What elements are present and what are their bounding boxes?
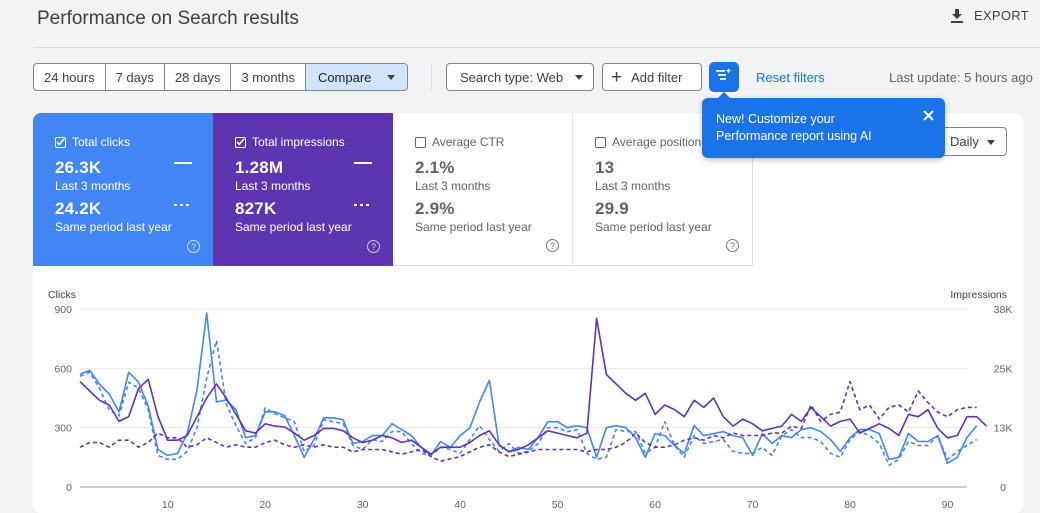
caret-down-icon bbox=[575, 75, 583, 80]
x-axis-tick-label: 90 bbox=[942, 499, 954, 511]
left-axis-tick-label: 600 bbox=[54, 363, 72, 375]
ai-feature-tooltip: New! Customize your Performance report u… bbox=[702, 92, 945, 158]
metric-label: Average position bbox=[612, 135, 702, 149]
toolbar-divider bbox=[431, 64, 432, 90]
solid-line-legend bbox=[354, 162, 372, 164]
date-range-selector: 24 hours 7 days 28 days 3 months Compare bbox=[33, 63, 409, 91]
metric-current-period: Last 3 months bbox=[235, 179, 311, 193]
metric-previous-value: 29.9 bbox=[595, 199, 629, 218]
tooltip-text: New! Customize your Performance report u… bbox=[716, 112, 872, 143]
help-icon[interactable]: ? bbox=[367, 240, 380, 253]
last-update-text: Last update: 5 hours ago bbox=[889, 70, 1033, 85]
plus-icon: + bbox=[611, 66, 623, 88]
granularity-dropdown[interactable]: Daily bbox=[940, 127, 1007, 156]
right-axis-tick-label: 25K bbox=[994, 363, 1013, 375]
metric-previous-value: 827K bbox=[235, 199, 277, 218]
right-axis-tick-label: 13K bbox=[994, 423, 1013, 435]
compare-dropdown[interactable]: Compare bbox=[305, 64, 408, 90]
help-icon[interactable]: ? bbox=[726, 239, 739, 252]
metric-current-value: 26.3K bbox=[55, 158, 102, 177]
x-axis-tick-label: 80 bbox=[844, 499, 856, 511]
x-axis-tick-label: 50 bbox=[552, 499, 564, 511]
metric-current-value: 1.28M bbox=[235, 158, 284, 177]
performance-line-chart: 0 300 600 900 0 13K 25K 38K Clicks Impressions 10 2… bbox=[48, 289, 1013, 511]
metric-label: Total impressions bbox=[252, 135, 345, 149]
dashed-line-legend bbox=[354, 204, 372, 206]
x-axis-tick-label: 40 bbox=[454, 499, 466, 511]
export-button[interactable]: EXPORT bbox=[950, 8, 1029, 23]
search-type-dropdown[interactable]: Search type: Web bbox=[446, 63, 594, 91]
checkbox-checked-icon[interactable] bbox=[235, 136, 246, 148]
page-title: Performance on Search results bbox=[37, 8, 299, 29]
performance-card: Total clicks 26.3K Last 3 months 24.2K S… bbox=[33, 113, 1023, 513]
right-axis-label: Impressions bbox=[950, 289, 1007, 301]
left-axis-tick-label: 0 bbox=[66, 482, 72, 494]
dashed-line-legend bbox=[174, 204, 192, 206]
range-7-days-button[interactable]: 7 days bbox=[106, 64, 165, 90]
left-axis-tick-label: 900 bbox=[54, 304, 72, 316]
checkbox-unchecked-icon[interactable] bbox=[595, 136, 606, 148]
metric-previous-value: 2.9% bbox=[415, 199, 455, 218]
help-icon[interactable]: ? bbox=[546, 239, 559, 252]
download-icon bbox=[950, 8, 964, 23]
metric-label: Average CTR bbox=[432, 135, 505, 149]
metric-current-period: Last 3 months bbox=[595, 179, 671, 193]
range-3-months-button[interactable]: 3 months bbox=[231, 64, 306, 90]
caret-down-icon bbox=[387, 74, 396, 80]
ai-filter-button[interactable] bbox=[709, 62, 739, 92]
x-axis-tick-label: 30 bbox=[357, 499, 369, 511]
metric-tile-total-clicks[interactable]: Total clicks 26.3K Last 3 months 24.2K S… bbox=[33, 113, 213, 266]
metric-previous-period: Same period last year bbox=[55, 220, 172, 234]
metric-previous-period: Same period last year bbox=[235, 220, 352, 234]
performance-chart: 0 300 600 900 0 13K 25K 38K Clicks Impressions 10 2… bbox=[0, 280, 1040, 513]
reset-filters-link[interactable]: Reset filters bbox=[756, 70, 825, 85]
caret-down-icon bbox=[987, 140, 995, 145]
left-axis-tick-label: 300 bbox=[54, 423, 72, 435]
export-label: EXPORT bbox=[973, 8, 1029, 23]
checkbox-checked-icon[interactable] bbox=[55, 136, 66, 148]
range-28-days-button[interactable]: 28 days bbox=[165, 64, 232, 90]
header: Performance on Search results EXPORT bbox=[0, 0, 1040, 48]
x-axis-tick-label: 10 bbox=[162, 499, 174, 511]
metric-current-value: 2.1% bbox=[415, 158, 455, 177]
header-divider bbox=[33, 47, 1040, 48]
add-filter-label: Add filter bbox=[631, 69, 683, 85]
x-axis-tick-label: 60 bbox=[649, 499, 661, 511]
range-24-hours-button[interactable]: 24 hours bbox=[34, 64, 106, 90]
add-filter-button[interactable]: + Add filter bbox=[602, 63, 702, 91]
metric-previous-value: 24.2K bbox=[55, 199, 102, 218]
toolbar: 24 hours 7 days 28 days 3 months Compare… bbox=[0, 62, 1040, 92]
metric-label: Total clicks bbox=[72, 135, 131, 149]
metric-previous-period: Same period last year bbox=[415, 220, 532, 234]
checkbox-unchecked-icon[interactable] bbox=[415, 136, 426, 148]
x-axis-tick-label: 20 bbox=[259, 499, 271, 511]
metric-current-period: Last 3 months bbox=[415, 179, 491, 193]
clicks-dashed-series-line bbox=[79, 339, 978, 466]
compare-label: Compare bbox=[317, 69, 372, 85]
metric-previous-period: Same period last year bbox=[595, 220, 712, 234]
x-axis-tick-label: 70 bbox=[747, 499, 759, 511]
metric-current-period: Last 3 months bbox=[55, 179, 131, 193]
search-type-label: Search type: Web bbox=[460, 69, 564, 85]
metric-current-value: 13 bbox=[595, 158, 615, 177]
impressions-dashed-series-line bbox=[79, 380, 977, 462]
metric-tile-average-ctr[interactable]: Average CTR 2.1% Last 3 months 2.9% Same… bbox=[393, 113, 573, 266]
right-axis-tick-label: 38K bbox=[994, 304, 1013, 316]
metric-tile-total-impressions[interactable]: Total impressions 1.28M Last 3 months 82… bbox=[213, 113, 393, 266]
impressions-solid-series-line bbox=[79, 317, 988, 455]
filter-sparkle-icon bbox=[716, 67, 732, 87]
granularity-label: Daily bbox=[950, 134, 979, 149]
solid-line-legend bbox=[174, 162, 192, 164]
right-axis-tick-label: 0 bbox=[1000, 482, 1006, 494]
help-icon[interactable]: ? bbox=[187, 240, 200, 253]
left-axis-label: Clicks bbox=[48, 289, 76, 301]
close-icon[interactable] bbox=[923, 109, 934, 126]
